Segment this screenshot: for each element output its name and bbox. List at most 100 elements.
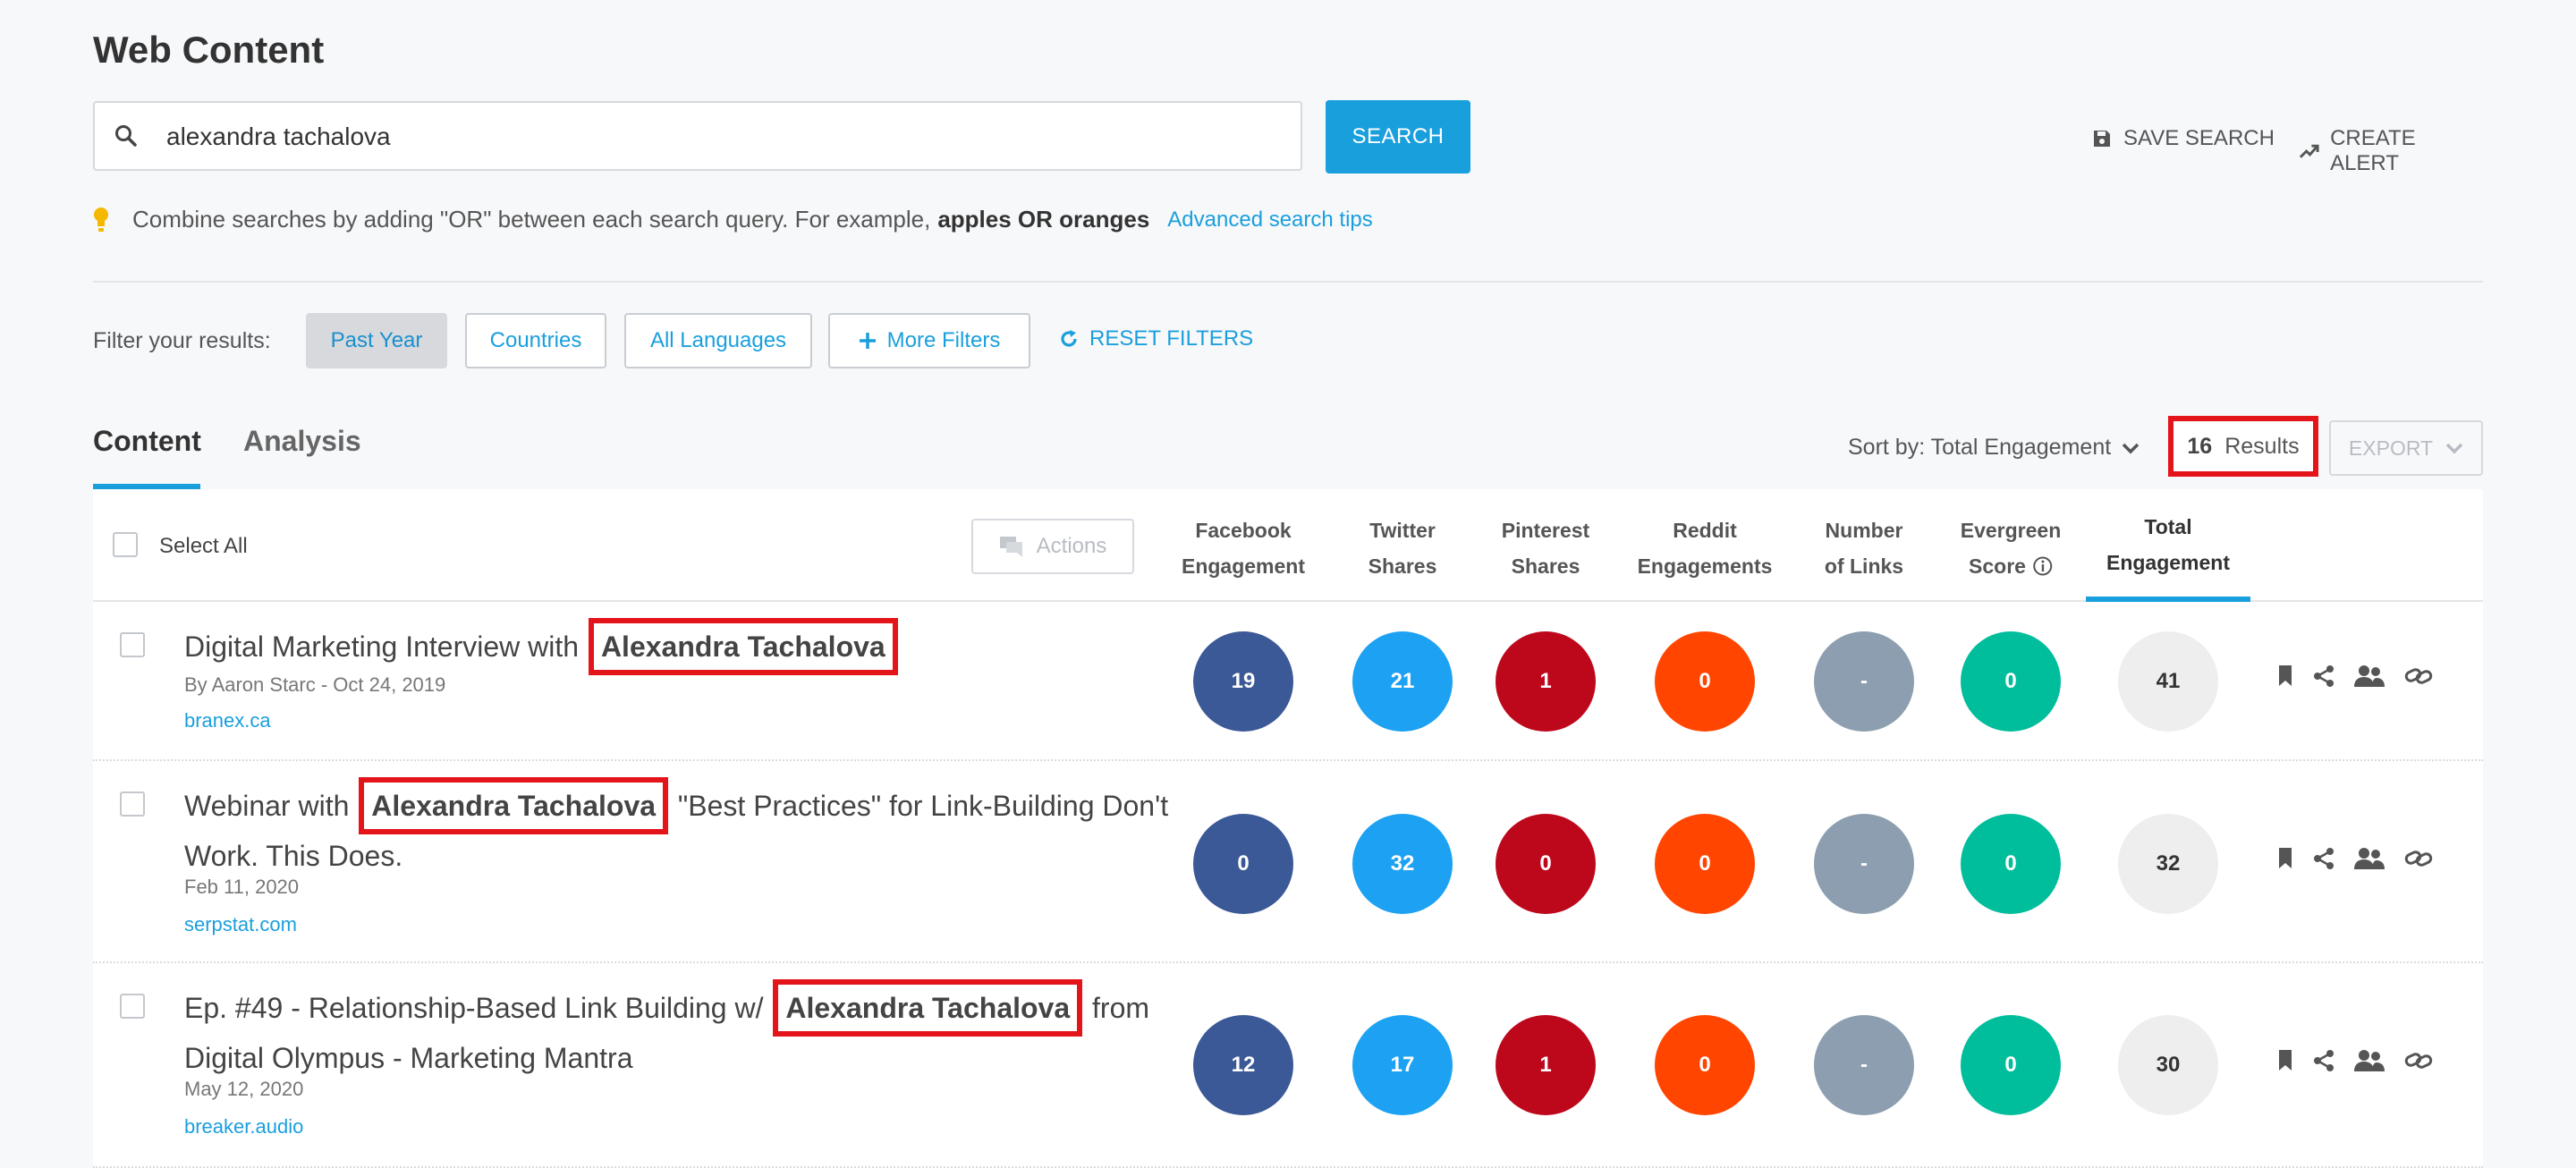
reddit-engagements[interactable]: 0 <box>1655 1015 1755 1115</box>
article-domain[interactable]: breaker.audio <box>184 1115 304 1138</box>
sort-dropdown[interactable]: Sort by: Total Engagement <box>1848 435 2140 461</box>
row-checkbox[interactable] <box>120 632 145 657</box>
col-header-facebook[interactable]: Facebook Engagement <box>1181 519 1306 578</box>
pinterest-shares[interactable]: 1 <box>1496 1015 1596 1115</box>
export-button[interactable]: EXPORT <box>2329 420 2483 476</box>
table-header: Select All Actions Facebook Engagement T… <box>93 489 2483 602</box>
tip-example: apples OR oranges <box>937 206 1150 233</box>
col-header-reddit[interactable]: Reddit Engagements <box>1637 519 1773 578</box>
tab-analysis[interactable]: Analysis <box>243 425 361 457</box>
article-title[interactable]: Webinar with Alexandra Tachalova "Best P… <box>184 777 1195 877</box>
evergreen-score[interactable]: 0 <box>1961 814 2061 914</box>
actions-button[interactable]: Actions <box>971 519 1134 574</box>
pinterest-shares[interactable]: 0 <box>1496 814 1596 914</box>
create-alert-button[interactable]: CREATE ALERT <box>2299 126 2483 176</box>
twitter-shares[interactable]: 32 <box>1352 814 1453 914</box>
save-search-label: SAVE SEARCH <box>2123 126 2275 150</box>
row-checkbox[interactable] <box>120 994 145 1019</box>
save-search-button[interactable]: SAVE SEARCH <box>2091 126 2275 151</box>
twitter-shares[interactable]: 17 <box>1352 1015 1453 1115</box>
influencers-icon[interactable] <box>2354 664 2385 688</box>
link-icon[interactable] <box>2404 848 2433 869</box>
evergreen-score[interactable]: 0 <box>1961 631 2061 732</box>
filter-past-year[interactable]: Past Year <box>306 313 447 368</box>
actions-label: Actions <box>1036 534 1107 558</box>
page-title: Web Content <box>93 29 325 71</box>
pinterest-shares[interactable]: 1 <box>1496 631 1596 732</box>
link-icon[interactable] <box>2404 1050 2433 1071</box>
bookmark-icon[interactable] <box>2277 664 2293 688</box>
article-title[interactable]: Digital Marketing Interview with Alexand… <box>184 618 1195 675</box>
share-icon[interactable] <box>2313 847 2334 870</box>
refresh-icon <box>1061 330 1077 347</box>
save-icon <box>2094 131 2110 147</box>
trending-icon <box>2299 144 2319 158</box>
facebook-engagement[interactable]: 19 <box>1193 631 1293 732</box>
reset-filters-button[interactable]: RESET FILTERS <box>1059 326 1253 351</box>
search-icon <box>115 125 137 147</box>
web-content-page: Web Content alexandra tachalova SEARCH S… <box>93 0 2483 1168</box>
create-alert-label: CREATE ALERT <box>2330 126 2416 175</box>
col-header-pinterest[interactable]: Pinterest Shares <box>1501 519 1590 578</box>
influencers-icon[interactable] <box>2354 847 2385 870</box>
table-row: Ep. #49 - Relationship-Based Link Buildi… <box>93 963 2483 1168</box>
facebook-engagement[interactable]: 0 <box>1193 814 1293 914</box>
tab-content[interactable]: Content <box>93 425 201 457</box>
highlighted-term: Alexandra Tachalova <box>773 979 1083 1037</box>
link-icon[interactable] <box>2404 665 2433 687</box>
chevron-down-icon <box>2445 443 2463 454</box>
export-label: EXPORT <box>2348 436 2434 460</box>
sort-label: Sort by: Total Engagement <box>1848 435 2112 460</box>
results-number: 16 <box>2187 433 2213 459</box>
bookmark-icon[interactable] <box>2277 847 2293 870</box>
comment-icon <box>999 537 1022 557</box>
number-of-links[interactable]: - <box>1814 631 1914 732</box>
advanced-search-tips-link[interactable]: Advanced search tips <box>1167 207 1373 232</box>
row-actions <box>2277 1049 2433 1072</box>
filter-countries[interactable]: Countries <box>465 313 606 368</box>
reddit-engagements[interactable]: 0 <box>1655 814 1755 914</box>
reset-filters-label: RESET FILTERS <box>1089 326 1254 351</box>
share-icon[interactable] <box>2313 1049 2334 1072</box>
twitter-shares[interactable]: 21 <box>1352 631 1453 732</box>
number-of-links[interactable]: - <box>1814 814 1914 914</box>
info-icon[interactable] <box>2033 556 2053 576</box>
chevron-down-icon <box>2122 443 2140 453</box>
reddit-engagements[interactable]: 0 <box>1655 631 1755 732</box>
row-actions <box>2277 664 2433 688</box>
search-tip: Combine searches by adding "OR" between … <box>93 206 1373 233</box>
col-header-total[interactable]: Total Engagement <box>2106 515 2231 574</box>
total-engagement: 32 <box>2118 814 2218 914</box>
lightbulb-icon <box>94 207 108 232</box>
row-actions <box>2277 847 2433 870</box>
filter-all-languages[interactable]: All Languages <box>624 313 812 368</box>
article-domain[interactable]: serpstat.com <box>184 913 297 935</box>
bookmark-icon[interactable] <box>2277 1049 2293 1072</box>
search-button[interactable]: SEARCH <box>1326 100 1470 174</box>
article-domain[interactable]: branex.ca <box>184 709 271 732</box>
more-filters-button[interactable]: More Filters <box>828 313 1030 368</box>
results-count: 16 Results <box>2168 416 2318 477</box>
article-meta: Feb 11, 2020 <box>184 876 300 898</box>
more-filters-label: More Filters <box>886 328 1001 352</box>
share-icon[interactable] <box>2313 664 2334 688</box>
col-header-twitter[interactable]: Twitter Shares <box>1368 519 1437 578</box>
search-query[interactable]: alexandra tachalova <box>166 123 391 150</box>
influencers-icon[interactable] <box>2354 1049 2385 1072</box>
plus-icon <box>859 333 876 349</box>
row-checkbox[interactable] <box>120 791 145 817</box>
filter-label: Filter your results: <box>93 328 271 353</box>
article-title[interactable]: Ep. #49 - Relationship-Based Link Buildi… <box>184 979 1195 1079</box>
col-header-links[interactable]: Number of Links <box>1824 519 1904 578</box>
divider <box>93 281 2483 283</box>
article-meta: By Aaron Starc - Oct 24, 2019 <box>184 673 446 696</box>
search-input[interactable]: alexandra tachalova <box>93 101 1302 171</box>
evergreen-score[interactable]: 0 <box>1961 1015 2061 1115</box>
table-row: Webinar with Alexandra Tachalova "Best P… <box>93 761 2483 963</box>
col-header-evergreen[interactable]: Evergreen Score <box>1960 519 2062 578</box>
select-all-checkbox[interactable] <box>113 532 138 557</box>
active-sort-indicator <box>2086 597 2250 602</box>
number-of-links[interactable]: - <box>1814 1015 1914 1115</box>
facebook-engagement[interactable]: 12 <box>1193 1015 1293 1115</box>
table-row: Digital Marketing Interview with Alexand… <box>93 602 2483 761</box>
